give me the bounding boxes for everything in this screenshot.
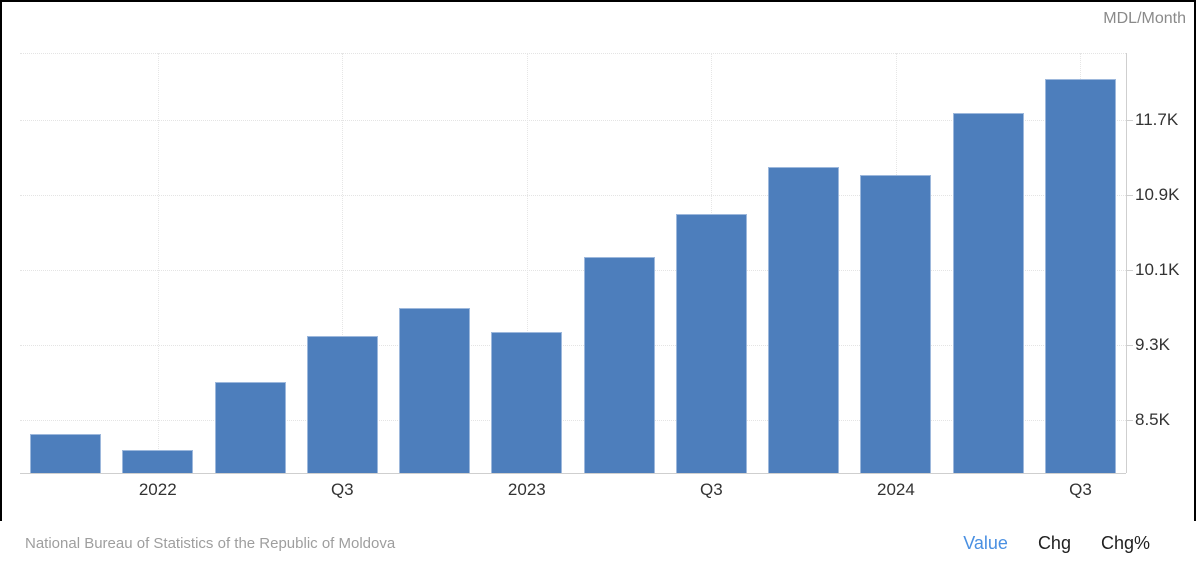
x-axis-label: Q3 [1069, 480, 1092, 499]
x-axis-label: 2023 [507, 480, 546, 499]
plot-top-border [20, 53, 1126, 54]
y-gridline [20, 345, 1126, 346]
x-gridline [526, 53, 528, 473]
bar-2021-q4[interactable] [30, 434, 101, 473]
x-gridline [157, 53, 159, 473]
y-axis-label: 10.1K [1135, 260, 1180, 279]
y-axis-label: 9.3K [1135, 335, 1170, 354]
y-axis-tick [1126, 420, 1133, 421]
x-axis-label: Q3 [700, 480, 723, 499]
screenshot-border-left [0, 0, 2, 521]
screenshot-border-right [1194, 0, 1196, 521]
y-gridline [20, 120, 1126, 121]
screenshot-border-top [0, 0, 1196, 2]
y-axis-label: 11.7K [1135, 110, 1179, 129]
y-axis-unit-label: MDL/Month [1103, 10, 1186, 27]
y-axis-tick [1126, 195, 1133, 196]
bar-2022-q2[interactable] [214, 381, 286, 473]
bar-2022-q1[interactable] [122, 450, 194, 473]
y-axis-label: 8.5K [1135, 410, 1170, 429]
x-gridline [342, 53, 344, 473]
y-axis-tick [1126, 120, 1133, 121]
y-gridline [20, 270, 1126, 271]
bar-2023-q3[interactable] [675, 213, 747, 473]
bar-2024-q1[interactable] [860, 175, 932, 473]
y-gridline [20, 420, 1126, 421]
tab-chg-percent[interactable]: Chg% [1100, 533, 1150, 553]
bar-2024-q2[interactable] [952, 113, 1024, 473]
chart-source-attribution: National Bureau of Statistics of the Rep… [25, 535, 396, 552]
bar-2024-q3[interactable] [1044, 79, 1116, 473]
bar-2022-q3[interactable] [306, 335, 378, 473]
bar-2022-q4[interactable] [399, 307, 471, 473]
tab-chg[interactable]: Chg [1037, 533, 1071, 553]
x-axis-line [20, 473, 1126, 474]
y-gridline [20, 195, 1126, 196]
tab-value[interactable]: Value [963, 533, 1008, 553]
y-axis-line [1126, 53, 1127, 473]
bar-2023-q2[interactable] [583, 256, 655, 473]
bar-2023-q1[interactable] [491, 331, 563, 473]
y-axis-label: 10.9K [1135, 185, 1180, 204]
x-axis-label: Q3 [330, 480, 354, 499]
x-axis-label: 2022 [138, 480, 177, 499]
x-axis-label: 2024 [877, 480, 915, 499]
y-axis-tick [1126, 345, 1133, 346]
y-axis-tick [1126, 270, 1133, 271]
bar-2023-q4[interactable] [768, 166, 840, 473]
chart-mode-tabs: Value Chg Chg% [963, 533, 1150, 554]
